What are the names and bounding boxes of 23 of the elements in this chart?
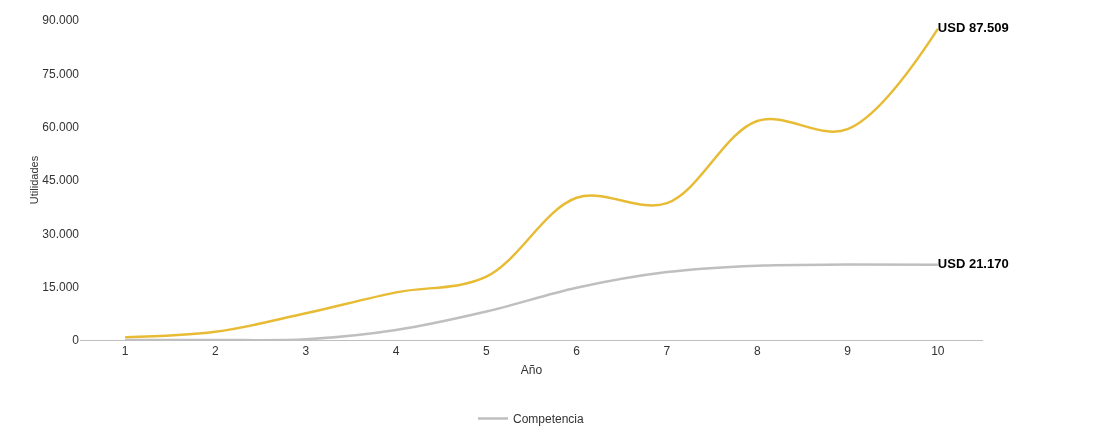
y-tick-label: 45.000 bbox=[42, 173, 80, 188]
x-tick-label: 7 bbox=[663, 344, 671, 359]
y-tick-label: 90.000 bbox=[42, 13, 80, 28]
x-tick-label: 4 bbox=[392, 344, 400, 359]
y-tick-label: 15.000 bbox=[42, 279, 80, 294]
x-tick-label: 8 bbox=[753, 344, 761, 359]
legend-label: Competencia bbox=[513, 412, 585, 427]
y-tick-label: 30.000 bbox=[42, 226, 80, 241]
x-axis-title: Año bbox=[520, 363, 543, 378]
x-tick-label: 3 bbox=[302, 344, 310, 359]
x-tick-label: 6 bbox=[573, 344, 581, 359]
y-axis-title: Utilidades bbox=[28, 155, 41, 205]
x-tick-label: 10 bbox=[931, 344, 945, 359]
x-tick-label: 2 bbox=[212, 344, 220, 359]
data-label: USD 21.170 bbox=[937, 255, 1009, 271]
y-tick-label: 75.000 bbox=[42, 66, 80, 81]
data-label: USD 87.509 bbox=[937, 20, 1009, 36]
x-tick-label: 5 bbox=[483, 344, 491, 359]
x-tick-label: 9 bbox=[844, 344, 852, 359]
y-tick-label: 0 bbox=[72, 333, 80, 348]
line-series bbox=[123, 27, 940, 339]
x-tick-label: 1 bbox=[121, 344, 129, 359]
y-tick-label: 60.000 bbox=[42, 119, 80, 134]
